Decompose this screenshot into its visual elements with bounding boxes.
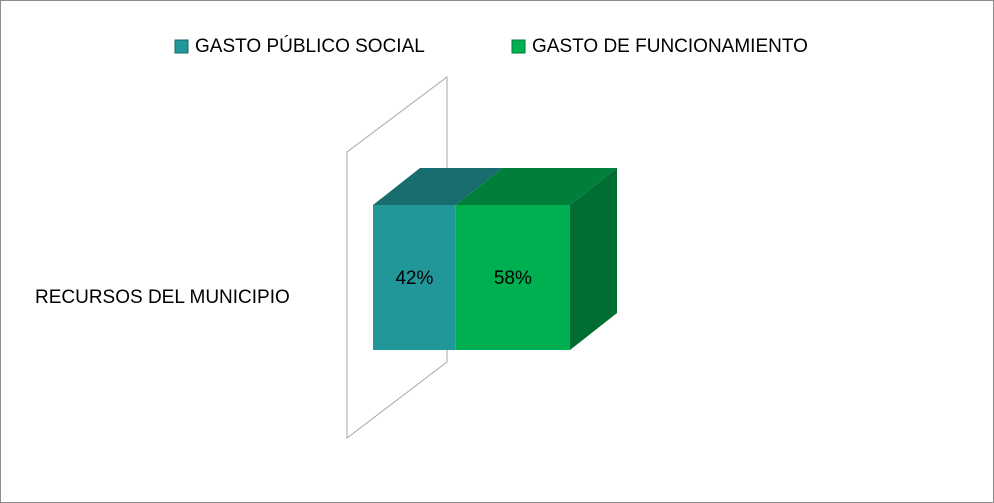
back-wall — [346, 76, 448, 440]
data-label: 42% — [395, 268, 433, 289]
bar-top — [455, 168, 617, 205]
category-label: RECURSOS DEL MUNICIPIO — [35, 287, 290, 308]
legend-swatch — [511, 39, 526, 54]
legend-label: GASTO DE FUNCIONAMIENTO — [532, 36, 808, 57]
bar-top — [373, 168, 503, 205]
bar-side — [570, 168, 617, 350]
bar — [455, 205, 570, 350]
legend-swatch — [174, 39, 189, 54]
legend-label: GASTO PÚBLICO SOCIAL — [195, 35, 425, 57]
data-label: 58% — [494, 268, 532, 289]
bar — [373, 205, 456, 350]
